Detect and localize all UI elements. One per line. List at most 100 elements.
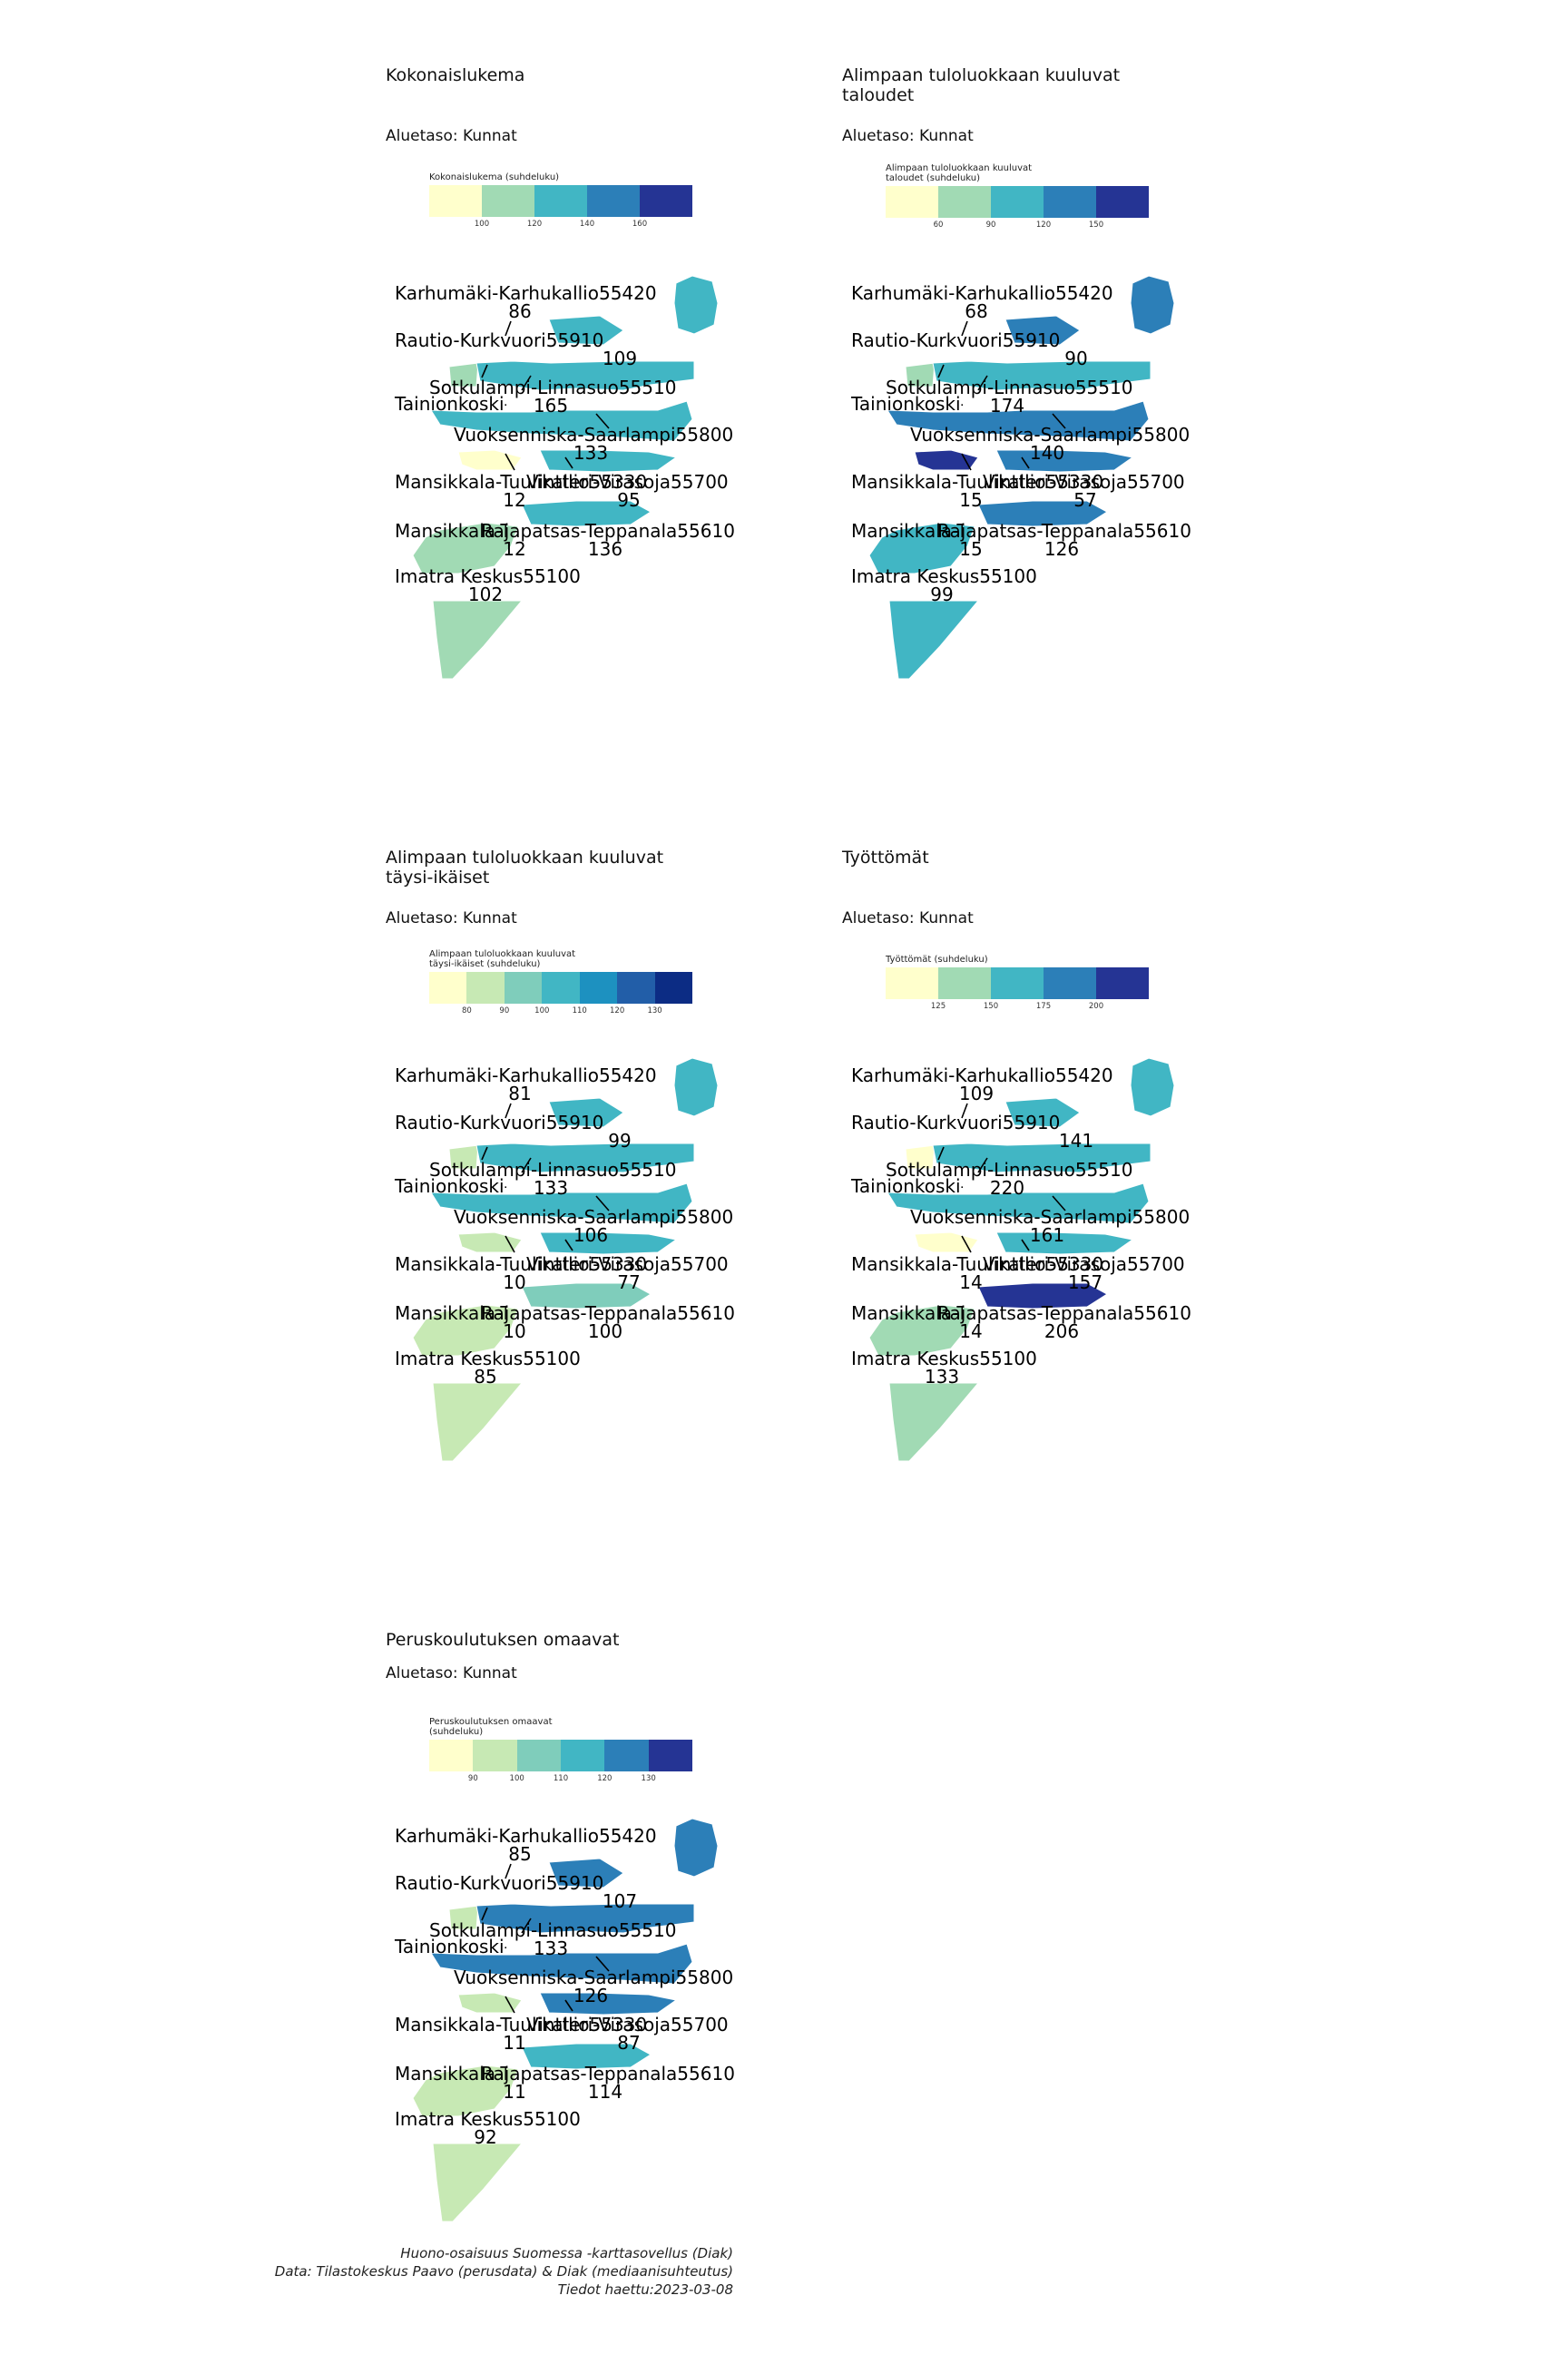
region-name-label: Mansikkala-Tuulikallio55330	[395, 520, 647, 542]
caption-line-1: Huono-osaisuus Suomessa -karttasovellus …	[400, 2245, 733, 2261]
legend-ticks: 60 90 120 150	[886, 218, 1149, 231]
region-name-label: Karhumäki-Karhukallio55420	[395, 282, 657, 304]
label-leader-line	[481, 1907, 488, 1921]
region-tainionkoski	[448, 1905, 479, 1930]
region-rajapatsas	[977, 1282, 1108, 1310]
map-panel: Peruskoulutuksen omaavat Aluetaso: Kunnat…	[386, 1630, 803, 2374]
region-name-label: Sotkulampi-Linnasuo55510	[429, 377, 676, 398]
region-imatra-south	[888, 1382, 980, 1462]
region-karhumaki	[1130, 1057, 1175, 1117]
region-rajapatsas	[521, 500, 652, 527]
legend-tick-label: 90	[467, 1774, 478, 1783]
region-name-label: Rajapatsas-Teppanala55610	[937, 520, 1191, 542]
label-leader-line	[961, 453, 972, 471]
region-value-label: 99	[608, 1130, 631, 1152]
legend-swatch	[1096, 186, 1149, 218]
label-leader-line	[481, 364, 488, 378]
legend-color-bar	[429, 972, 692, 1004]
panel-subtitle: Aluetaso: Kunnat	[842, 909, 974, 927]
region-name-label: Karhumäki-Karhukallio55420	[851, 1064, 1113, 1086]
region-vuoksenniska	[430, 400, 693, 442]
legend-swatch	[1096, 967, 1149, 999]
region-value-label: 133	[534, 1177, 568, 1199]
region-value-label: 136	[588, 538, 622, 560]
legend-tick-label: 110	[553, 1774, 569, 1783]
panel-title: Kokonaislukema	[386, 65, 525, 85]
legend-title: Alimpaan tuloluokkaan kuuluvat täysi-ikä…	[429, 949, 576, 969]
legend-swatch	[604, 1740, 649, 1771]
legend-ticks: 100 120 140 160	[429, 217, 692, 230]
label-leader-line	[1021, 1239, 1030, 1251]
region-sotkulampi	[932, 1143, 1152, 1173]
region-name-label: Sotkulampi-Linnasuo55510	[429, 1159, 676, 1181]
panel-subtitle: Aluetaso: Kunnat	[386, 127, 517, 145]
label-leader-line	[564, 1239, 573, 1251]
region-rajapatsas	[521, 1282, 652, 1310]
legend-swatch	[991, 186, 1044, 218]
region-value-label: 85	[508, 1843, 531, 1865]
label-leader-line	[595, 413, 610, 429]
legend-swatch	[654, 972, 692, 1004]
region-name-label: Mansikkala-Tuulikallio55330	[851, 471, 1103, 493]
legend-swatch	[560, 1740, 605, 1771]
region-name-label: Vuoksenniska-Saarlampi55800	[454, 1206, 733, 1228]
color-legend: Alimpaan tuloluokkaan kuuluvat täysi-ikä…	[429, 949, 692, 1016]
color-legend: Alimpaan tuloluokkaan kuuluvat taloudet …	[886, 163, 1149, 231]
legend-title: Työttömät (suhdeluku)	[886, 955, 988, 965]
region-imatra	[868, 522, 975, 574]
region-name-label: Mansikkala-Tuulikallio55330	[395, 2014, 647, 2036]
region-value-label: 15	[959, 538, 982, 560]
region-sotkulampi	[475, 1143, 695, 1173]
region-value-label: 133	[573, 442, 608, 464]
region-value-label: 85	[474, 1366, 496, 1388]
label-leader-line	[521, 1918, 532, 1934]
region-value-label: 106	[573, 1224, 608, 1246]
legend-tick-label: 100	[534, 1006, 550, 1015]
caption-line-3: Tiedot haettu:2023-03-08	[557, 2281, 733, 2298]
region-name-label: Karhumäki-Karhukallio55420	[395, 1064, 657, 1086]
label-leader-line	[977, 1157, 988, 1173]
region-vuoksenniska	[430, 1943, 693, 1985]
region-imatra-south	[432, 2143, 524, 2222]
label-leader-line	[595, 1956, 610, 1972]
region-karhumaki	[1130, 275, 1175, 335]
region-name-label: Tainionkoski-Pelkola55300	[850, 1175, 1089, 1197]
label-leader-line	[564, 1999, 573, 2012]
region-imatra	[412, 2065, 519, 2117]
region-name-label: Karhumäki-Karhukallio55420	[851, 282, 1113, 304]
region-value-label: 11	[503, 2032, 525, 2054]
region-karhumaki	[673, 1057, 719, 1117]
label-leader-line	[1021, 456, 1030, 469]
region-value-label: 165	[534, 395, 568, 417]
region-name-label: Mansikkala-Tuulikallio55330	[395, 1302, 647, 1324]
region-name-label: Imatra Keskus55100	[395, 565, 581, 587]
caption-line-2: Data: Tilastokeskus Paavo (perusdata) & …	[274, 2263, 733, 2280]
region-value-label: 206	[1044, 1320, 1079, 1342]
legend-tick-label: 120	[1035, 221, 1052, 230]
color-legend: Kokonaislukema (suhdeluku) 100 120 140 160	[429, 172, 692, 230]
region-rautio	[1004, 1097, 1081, 1128]
region-value-label: 161	[1030, 1224, 1064, 1246]
region-name-label: Sotkulampi-Linnasuo55510	[886, 377, 1132, 398]
region-value-label: 11	[503, 2081, 525, 2103]
region-name-label: Mansikkala-Tuulikallio55330	[851, 520, 1103, 542]
region-value-label: 12	[503, 538, 525, 560]
legend-swatch	[1044, 967, 1096, 999]
region-name-label: Tainionkoski-Pelkola55300	[850, 393, 1089, 415]
region-name-label: Mansikkala-Tuulikallio55330	[395, 1253, 647, 1275]
legend-swatch	[617, 972, 655, 1004]
legend-swatch	[938, 967, 991, 999]
panel-title: Alimpaan tuloluokkaan kuuluvat täysi-ikä…	[386, 848, 664, 888]
label-leader-line	[937, 364, 945, 378]
region-imatra-south	[432, 600, 524, 680]
color-legend: Työttömät (suhdeluku) 125 150 175 200	[886, 955, 1149, 1012]
region-name-label: Rajapatsas-Teppanala55610	[481, 520, 735, 542]
region-value-label: 133	[925, 1366, 959, 1388]
legend-ticks: 125 150 175 200	[886, 999, 1149, 1012]
region-name-label: Mansikkala-Tuulikallio55330	[851, 1253, 1103, 1275]
region-name-label: Rautio-Kurkvuori55910	[851, 1112, 1060, 1133]
panel-subtitle: Aluetaso: Kunnat	[386, 909, 517, 927]
region-value-label: 140	[1030, 442, 1064, 464]
region-tainionkoski	[905, 1144, 936, 1170]
